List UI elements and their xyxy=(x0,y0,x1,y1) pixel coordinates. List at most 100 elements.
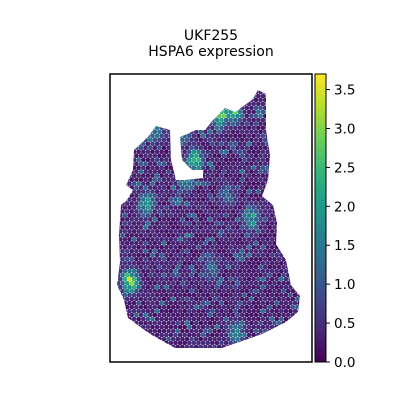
spot xyxy=(274,93,280,99)
spot xyxy=(281,312,286,318)
spot xyxy=(122,332,128,338)
spot xyxy=(193,312,199,318)
spot xyxy=(242,213,247,218)
spot xyxy=(145,276,151,282)
spot xyxy=(258,105,263,111)
spot xyxy=(228,332,233,338)
spot xyxy=(212,153,217,158)
spot xyxy=(244,344,250,348)
spot xyxy=(118,173,123,178)
spot xyxy=(228,109,233,115)
spot xyxy=(177,268,183,274)
spot xyxy=(281,90,286,95)
spot xyxy=(247,349,252,354)
spot xyxy=(131,261,137,266)
spot xyxy=(164,133,169,139)
spot xyxy=(141,284,146,290)
spot xyxy=(168,300,174,306)
spot xyxy=(168,205,174,210)
spot xyxy=(184,113,190,119)
spot xyxy=(212,280,217,286)
spot xyxy=(191,300,197,306)
spot xyxy=(164,197,169,202)
spot xyxy=(143,304,148,310)
spot xyxy=(230,217,236,222)
spot xyxy=(200,300,206,306)
spot xyxy=(274,268,280,274)
spot xyxy=(207,280,213,286)
spot xyxy=(262,177,268,182)
spot xyxy=(214,149,220,154)
spot xyxy=(237,149,243,154)
spot xyxy=(235,145,240,150)
spot xyxy=(122,316,128,322)
spot xyxy=(258,320,263,326)
spot xyxy=(184,209,190,214)
spot xyxy=(239,233,245,238)
spot xyxy=(170,217,176,222)
spot xyxy=(141,229,146,234)
spot xyxy=(295,137,300,143)
spot xyxy=(191,109,197,115)
spot xyxy=(117,344,121,348)
spot xyxy=(120,272,125,278)
spot xyxy=(166,177,171,182)
spot xyxy=(187,332,192,338)
spot xyxy=(175,90,181,95)
spot xyxy=(242,173,247,178)
spot xyxy=(191,90,197,91)
spot xyxy=(120,177,125,182)
chart-subtitle: HSPA6 expression xyxy=(148,44,273,60)
spot xyxy=(127,93,132,99)
spot xyxy=(210,221,215,226)
spot xyxy=(235,312,240,318)
spot xyxy=(221,312,227,318)
spot xyxy=(191,165,197,170)
spot xyxy=(187,181,192,186)
spot xyxy=(177,245,183,250)
spot xyxy=(279,340,284,346)
spot xyxy=(269,284,275,290)
spot xyxy=(182,149,187,154)
spot xyxy=(267,90,273,95)
spot xyxy=(180,193,185,198)
spot xyxy=(212,304,217,310)
spot xyxy=(219,324,224,330)
spot xyxy=(166,113,171,119)
spot xyxy=(196,324,201,330)
spot xyxy=(180,201,185,206)
spot xyxy=(200,205,206,210)
spot xyxy=(147,185,153,190)
spot xyxy=(175,320,181,326)
spot xyxy=(134,105,139,111)
spot xyxy=(208,82,213,87)
spot xyxy=(136,292,141,298)
spot xyxy=(150,253,155,258)
spot xyxy=(200,316,206,322)
spot xyxy=(299,161,300,166)
spot xyxy=(182,229,187,234)
spot xyxy=(141,93,146,99)
spot xyxy=(154,101,160,107)
spot xyxy=(192,349,197,354)
spot xyxy=(191,93,197,99)
spot xyxy=(150,349,155,354)
spot xyxy=(212,161,217,166)
spot xyxy=(226,145,231,150)
spot xyxy=(196,205,201,210)
spot xyxy=(166,225,171,230)
spot xyxy=(143,225,148,230)
spot xyxy=(283,93,289,99)
spot xyxy=(267,209,273,214)
spot xyxy=(228,101,233,107)
spot xyxy=(283,300,289,306)
spot xyxy=(147,105,153,111)
spot xyxy=(117,185,121,190)
spot xyxy=(246,101,252,107)
spot xyxy=(239,113,245,119)
spot xyxy=(193,153,199,158)
spot xyxy=(239,169,245,174)
spot xyxy=(237,284,243,290)
spot xyxy=(198,312,204,318)
spot xyxy=(246,109,252,115)
